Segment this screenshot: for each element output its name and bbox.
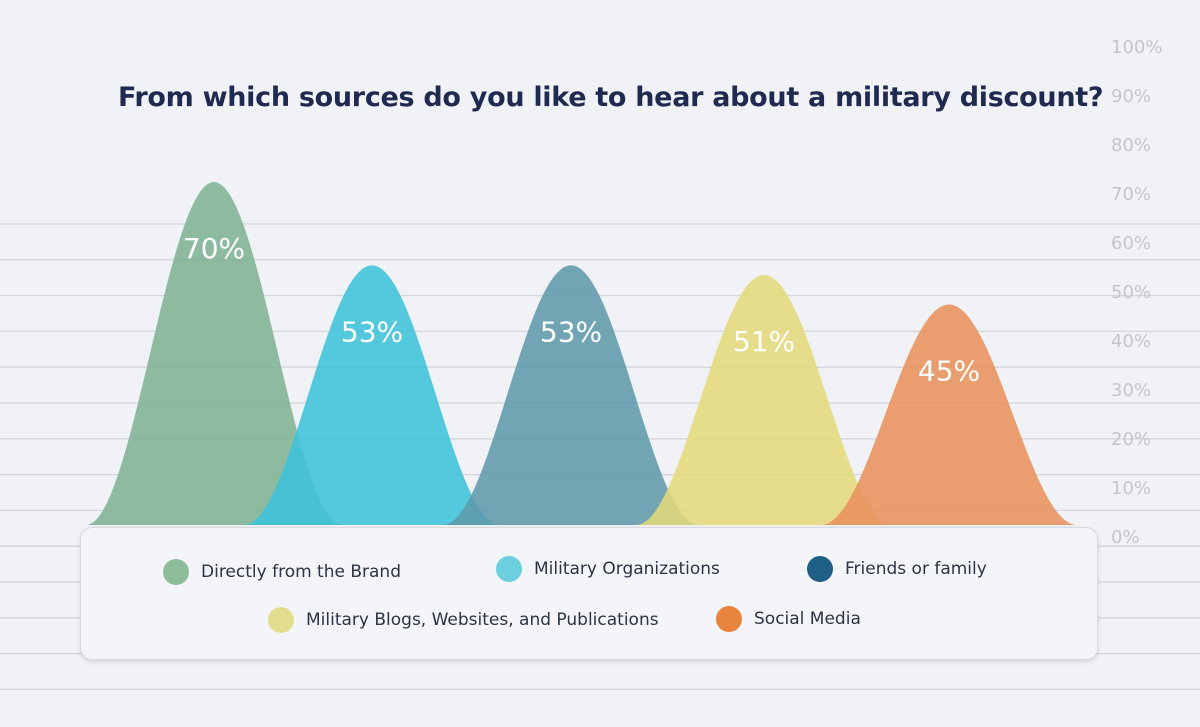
area-military-blogs-websites-and-publications	[636, 275, 892, 525]
legend-item-friends-or-family: Friends or family	[807, 556, 987, 582]
area-directly-from-the-brand	[86, 182, 342, 525]
y-tick-label: 80%	[1111, 135, 1151, 156]
area-friends-or-family	[443, 265, 699, 525]
legend-label: Military Blogs, Websites, and Publicatio…	[306, 610, 659, 630]
y-tick-label: 100%	[1111, 37, 1162, 58]
legend-label: Directly from the Brand	[201, 562, 401, 582]
y-tick-label: 40%	[1111, 331, 1151, 352]
data-label: 45%	[918, 355, 980, 388]
legend-swatch	[163, 559, 189, 585]
legend-item-social-media: Social Media	[716, 606, 861, 632]
legend-swatch	[716, 606, 742, 632]
data-label: 53%	[540, 315, 602, 348]
series-shapes	[86, 182, 1077, 525]
legend-label: Friends or family	[845, 559, 987, 579]
data-label: 53%	[341, 315, 403, 348]
y-tick-label: 70%	[1111, 184, 1151, 205]
y-tick-label: 60%	[1111, 233, 1151, 254]
y-tick-label: 30%	[1111, 380, 1151, 401]
legend-item-directly-from-the-brand: Directly from the Brand	[163, 559, 401, 585]
y-axis-ticks: 0% 10% 20% 30% 40% 50% 60% 70% 80% 90% 100%	[1111, 37, 1162, 548]
y-tick-label: 10%	[1111, 478, 1151, 499]
y-tick-label: 50%	[1111, 282, 1151, 303]
chart-title: From which sources do you like to hear a…	[118, 82, 1104, 113]
legend: Directly from the Brand Military Organiz…	[80, 527, 1098, 660]
legend-swatch	[807, 556, 833, 582]
data-label: 70%	[183, 232, 245, 265]
legend-swatch	[496, 556, 522, 582]
data-label: 51%	[733, 325, 795, 358]
value-labels: 70% 53% 53% 51% 45%	[183, 232, 980, 388]
y-tick-label: 0%	[1111, 527, 1140, 548]
legend-item-military-blogs: Military Blogs, Websites, and Publicatio…	[268, 607, 659, 633]
legend-swatch	[268, 607, 294, 633]
legend-label: Social Media	[754, 609, 861, 629]
legend-item-military-organizations: Military Organizations	[496, 556, 720, 582]
legend-label: Military Organizations	[534, 559, 720, 579]
y-tick-label: 90%	[1111, 86, 1151, 107]
area-military-organizations	[244, 265, 500, 525]
y-tick-label: 20%	[1111, 429, 1151, 450]
area-social-media	[821, 304, 1077, 525]
